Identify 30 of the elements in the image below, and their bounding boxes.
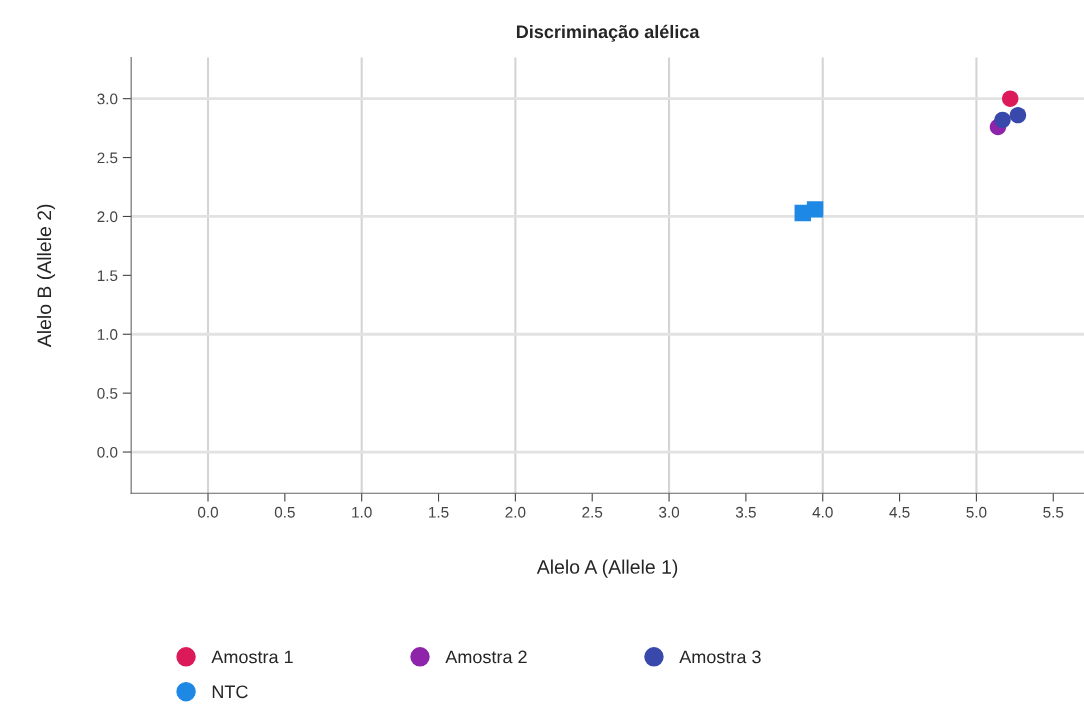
x-tick-label: 3.5: [735, 506, 756, 518]
y-tick-label: 2.5: [97, 152, 118, 164]
legend-label: Amostra 3: [679, 650, 761, 664]
x-tick-label: 0.5: [274, 506, 295, 518]
x-tick-label: 0.0: [197, 506, 219, 518]
point: [1002, 90, 1019, 107]
x-tick-label: 5.0: [966, 506, 987, 518]
x-tick-label: 1.0: [352, 506, 372, 518]
y-tick-label: 2.0: [97, 211, 118, 223]
point: [994, 111, 1011, 129]
x-tick-label: 3.0: [659, 506, 680, 518]
x-tick-label: 4.0: [812, 506, 833, 518]
x-tick-label: 2.0: [505, 506, 526, 518]
y-tick-label: 0.0: [97, 446, 118, 458]
x-tick-label: 4.5: [889, 507, 910, 518]
point: [806, 201, 824, 218]
x-tick-label: 5.5: [1043, 507, 1064, 518]
legend-label: Amostra 1: [211, 650, 293, 664]
x-tick-label: 1.5: [429, 507, 449, 518]
x-tick-label: 2.5: [582, 506, 603, 518]
point: [1009, 106, 1027, 124]
y-tick-label: 3.0: [97, 93, 118, 105]
legend-label: NTC: [212, 685, 248, 699]
y-axis-title: Alelo B (Allele 2): [36, 204, 56, 348]
y-tick-label: 0.5: [97, 388, 118, 399]
y-tick-label: 1.5: [97, 270, 118, 282]
y-tick-label: 1.0: [97, 329, 118, 340]
legend-label: Amostra 2: [445, 650, 527, 664]
x-axis-title: Alelo A (Allele 1): [536, 559, 678, 578]
chart-title: Discriminação alélica: [516, 24, 700, 42]
